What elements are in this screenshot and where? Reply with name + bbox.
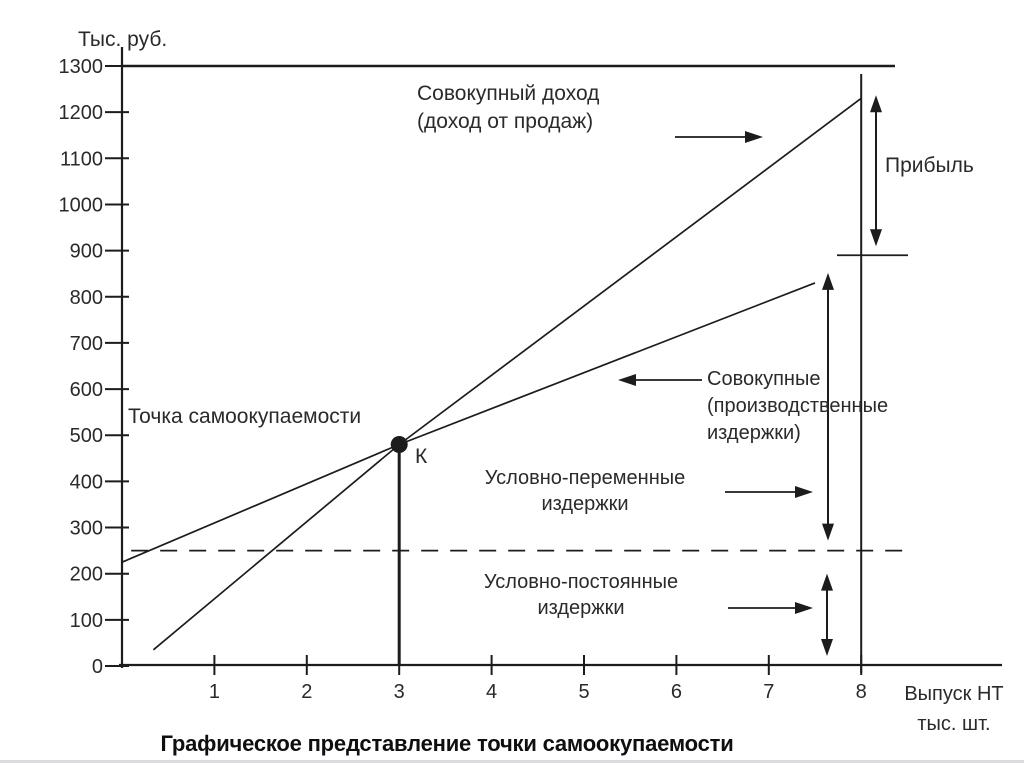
breakeven-point-label: К [415,445,428,468]
fixed-costs-label-line1: Условно-постоянные [483,571,679,593]
y-tick-label: 300 [70,518,103,540]
x-tick-label: 4 [486,681,497,703]
variable-costs-label-line2: издержки [541,493,629,515]
y-tick-label: 800 [70,287,103,309]
total-costs-label-line1: Совокупные [707,368,821,390]
x-tick-label: 1 [209,681,220,703]
y-tick-label: 0 [92,656,103,678]
y-tick-label: 400 [70,471,103,493]
breakeven-point-marker [390,435,408,453]
y-tick-label: 500 [70,425,103,447]
x-tick-label: 6 [671,681,682,703]
revenue-series-label-line2: (доход от продаж) [417,110,594,133]
y-tick-label: 200 [70,564,103,586]
y-tick-label: 100 [70,610,103,632]
fixed-costs-label: Условно-постоянные издержки [447,569,715,621]
profit-label: Прибыль [885,154,974,177]
variable-costs-label: Условно-переменные издержки [451,465,719,517]
total-costs-series-label: Совокупные (производственные издержки) [707,366,888,447]
breakeven-callout-label: Точка самоокупаемости [128,405,362,428]
y-tick-label: 1000 [59,194,104,216]
x-axis-title-line1: Выпуск НТ [904,683,1004,705]
y-tick-label: 1300 [59,56,104,78]
chart-caption: Графическое представление точки самоокуп… [160,731,734,756]
x-tick-label: 8 [856,681,867,703]
x-axis-title: Выпуск НТ тыс. шт. [891,679,1017,739]
x-axis-title-line2: тыс. шт. [917,713,991,735]
slide-bottom-edge [0,760,1024,763]
y-axis-title: Тыс. руб. [78,28,168,51]
total-costs-label-line2: (производственные [707,395,889,417]
x-tick-label: 7 [763,681,774,703]
y-tick-label: 1200 [59,102,104,124]
y-tick-label: 700 [70,333,103,355]
revenue-series-label: Совокупный доход (доход от продаж) [417,80,599,136]
total-costs-label-line3: издержки) [707,422,801,444]
x-tick-label: 2 [301,681,312,703]
y-tick-label: 1100 [60,148,103,170]
revenue-series-label-line1: Совокупный доход [417,82,600,105]
x-tick-label: 3 [394,681,405,703]
y-tick-label: 900 [70,241,103,263]
x-tick-label: 5 [578,681,589,703]
fixed-costs-label-line2: издержки [537,597,625,619]
variable-costs-label-line1: Условно-переменные [484,467,686,489]
y-tick-label: 600 [70,379,103,401]
